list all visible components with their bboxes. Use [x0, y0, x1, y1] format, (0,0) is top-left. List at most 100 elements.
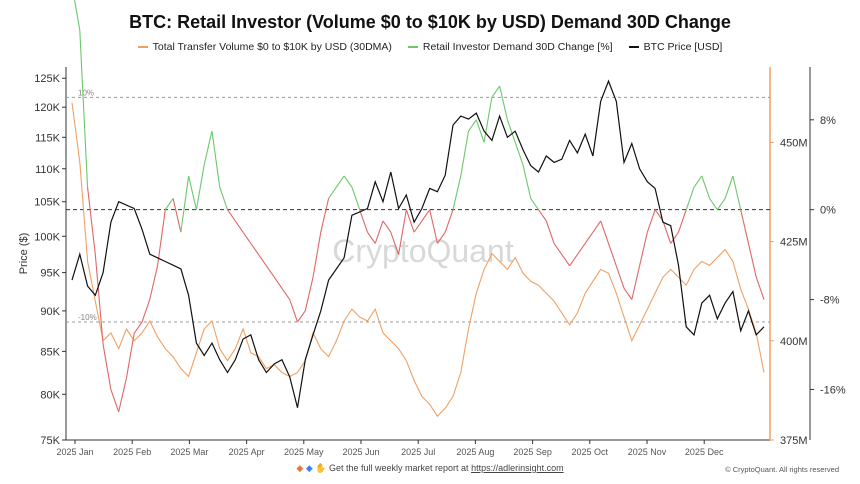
demand-series-segment: [102, 344, 112, 390]
price-tick-label: 125K: [34, 73, 60, 85]
demand-series-segment: [110, 389, 120, 413]
demand-series-segment: [491, 85, 501, 98]
demand-series-segment: [685, 187, 695, 210]
volume-tick-label: 375M: [780, 435, 808, 447]
legend-item-volume[interactable]: Total Transfer Volume $0 to $10K by USD …: [137, 41, 392, 53]
demand-series-segment: [755, 276, 765, 300]
reference-line-label: -10%: [78, 313, 97, 322]
demand-series-segment: [561, 254, 571, 267]
demand-series-segment: [740, 209, 749, 244]
demand-series-segment: [405, 209, 415, 233]
demand-series-segment: [732, 175, 742, 210]
demand-series-segment: [265, 265, 275, 278]
price-tick-label: 80K: [40, 389, 60, 401]
demand-series-segment: [483, 97, 493, 143]
x-tick-label: 2025 Sep: [513, 447, 552, 457]
demand-series-segment: [242, 231, 252, 244]
demand-series-segment: [250, 243, 260, 255]
demand-series-segment: [452, 175, 462, 210]
footer-text: Get the full weekly market report at: [328, 463, 469, 473]
demand-series-segment: [421, 209, 431, 222]
demand-series-segment: [328, 186, 337, 199]
legend: Total Transfer Volume $0 to $10K by USD …: [0, 41, 860, 53]
demand-series-segment: [475, 119, 485, 143]
demand-series-segment: [273, 276, 283, 289]
demand-series-segment: [351, 187, 361, 210]
demand-series-segment: [289, 299, 299, 323]
demand-series-segment: [382, 220, 392, 233]
demand-series-segment: [538, 209, 547, 222]
demand-series-segment: [118, 378, 127, 413]
pct-tick-label: 8%: [820, 115, 836, 127]
demand-series-segment: [398, 209, 407, 255]
x-tick-label: 2025 Dec: [685, 447, 724, 457]
demand-series-segment: [436, 231, 446, 244]
price-tick-label: 95K: [40, 268, 60, 280]
copyright: © CryptoQuant. All rights reserved: [725, 465, 839, 474]
x-tick-label: 2025 Oct: [572, 447, 609, 457]
price-tick-label: 85K: [40, 346, 60, 358]
x-tick-label: 2025 Apr: [229, 447, 265, 457]
x-tick-label: 2025 Jul: [401, 447, 435, 457]
diamond-orange-icon: ◆: [296, 463, 304, 473]
demand-series-segment: [304, 276, 314, 311]
demand-series-segment: [677, 209, 687, 233]
demand-series-segment: [460, 130, 470, 177]
footer-link[interactable]: https://adlerinsight.com: [471, 463, 564, 473]
demand-series-segment: [631, 265, 641, 300]
legend-item-price[interactable]: BTC Price [USD]: [628, 41, 723, 53]
chart-title: BTC: Retail Investor (Volume $0 to $10K …: [129, 12, 731, 32]
demand-series-segment: [413, 220, 423, 233]
diamond-blue-icon: ◆: [305, 463, 313, 473]
demand-series-segment: [297, 310, 306, 323]
demand-series-segment: [335, 175, 345, 188]
x-tick-label: 2025 Jun: [342, 447, 379, 457]
demand-series-segment: [87, 187, 96, 255]
price-tick-label: 90K: [40, 306, 60, 318]
demand-series-segment: [670, 231, 679, 244]
volume-tick-label: 450M: [780, 137, 808, 149]
volume-tick-label: 425M: [780, 237, 808, 249]
demand-series-segment: [444, 209, 454, 233]
demand-series-segment: [374, 220, 384, 244]
legend-swatch-volume: [137, 46, 148, 48]
x-tick-label: 2025 Aug: [456, 447, 494, 457]
demand-series-segment: [468, 119, 477, 132]
demand-series-segment: [133, 321, 143, 334]
demand-series-segment: [709, 198, 718, 210]
demand-series-segment: [312, 232, 322, 278]
demand-series-segment: [188, 175, 197, 210]
demand-series-segment: [94, 254, 104, 345]
demand-series-segment: [74, 0, 81, 31]
demand-series-segment: [234, 220, 244, 233]
demand-series-segment: [724, 175, 734, 199]
legend-label-price: BTC Price [USD]: [643, 41, 723, 53]
demand-series-segment: [747, 243, 757, 278]
volume-tick-label: 400M: [780, 336, 808, 348]
demand-series-segment: [343, 175, 353, 188]
demand-series-segment: [592, 220, 602, 233]
demand-series-segment: [506, 119, 516, 143]
price-tick-label: 105K: [34, 197, 60, 209]
price-tick-label: 100K: [34, 231, 60, 243]
x-tick-label: 2025 Nov: [628, 447, 667, 457]
demand-series-segment: [156, 209, 166, 266]
demand-series-segment: [367, 231, 376, 244]
x-tick-label: 2025 May: [284, 447, 324, 457]
demand-series-segment: [646, 209, 656, 233]
pct-tick-label: -8%: [820, 295, 840, 307]
demand-series-segment: [79, 29, 89, 188]
demand-series-segment: [693, 175, 703, 188]
demand-series-segment: [195, 164, 205, 210]
x-tick-label: 2025 Mar: [170, 447, 208, 457]
footer: ◆ ◆ ✋ Get the full weekly market report …: [0, 463, 860, 474]
demand-series-segment: [514, 142, 524, 165]
hands-icon: ✋: [315, 463, 327, 473]
demand-series-segment: [281, 288, 291, 300]
demand-series-segment: [530, 198, 539, 210]
legend-item-demand[interactable]: Retail Investor Demand 30D Change [%]: [407, 41, 613, 53]
legend-swatch-demand: [407, 46, 418, 48]
demand-series-segment: [522, 164, 532, 199]
legend-label-volume: Total Transfer Volume $0 to $10K by USD …: [152, 41, 392, 53]
